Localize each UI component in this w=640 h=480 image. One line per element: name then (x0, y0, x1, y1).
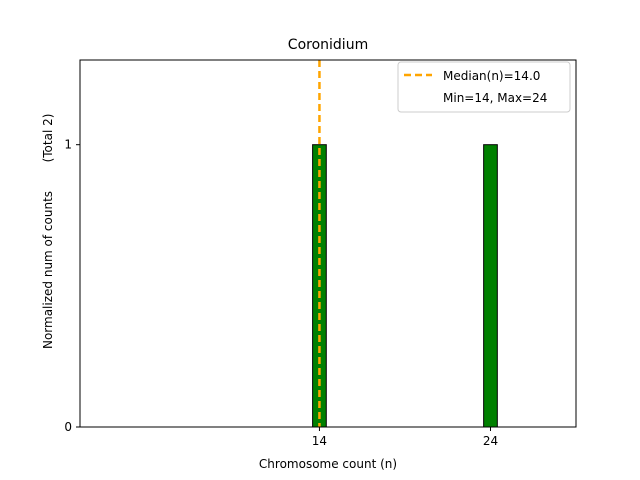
x-axis-label: Chromosome count (n) (259, 457, 397, 471)
bar-24 (483, 144, 498, 428)
plot-area: 14 24 0 1 (64, 59, 577, 448)
chart-title: Coronidium (288, 37, 368, 53)
axes-frame (79, 59, 577, 428)
y-axis-label: Normalized num of counts (41, 191, 55, 349)
legend-entry-range: Min=14, Max=24 (443, 91, 547, 105)
legend-entry-median: Median(n)=14.0 (443, 69, 540, 83)
y-axis-total-label: (Total 2) (41, 114, 55, 163)
y-tick-label-0: 0 (64, 420, 72, 434)
legend-frame (397, 61, 571, 113)
x-tick-label-14: 14 (312, 434, 327, 448)
y-tick-label-1: 1 (64, 138, 72, 152)
x-tick-label-24: 24 (483, 434, 498, 448)
legend: Median(n)=14.0 Min=14, Max=24 (397, 61, 571, 113)
